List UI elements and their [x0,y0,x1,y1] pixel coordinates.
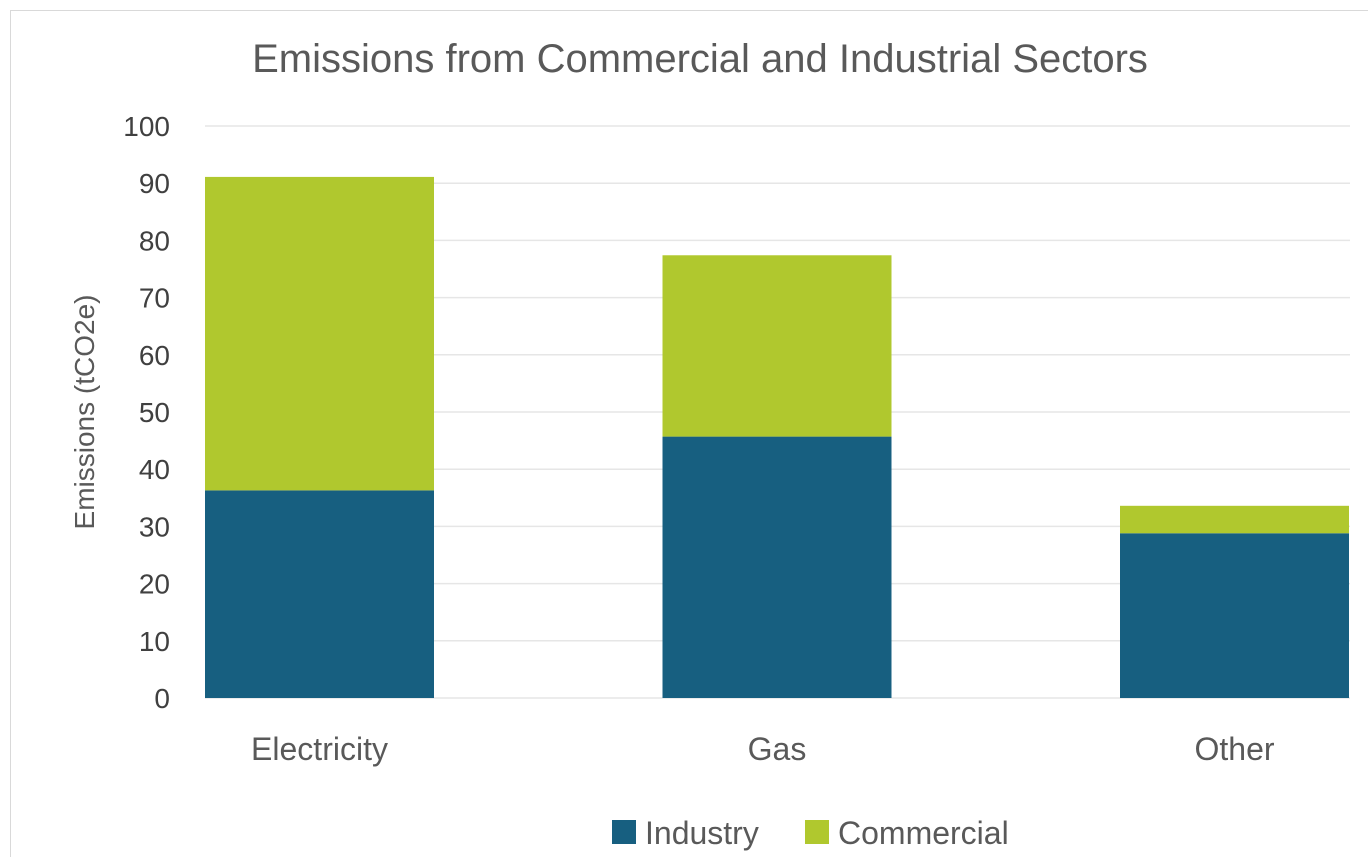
bar-industry-electricity [205,490,434,698]
y-tick-label: 0 [154,683,170,714]
y-tick-label: 70 [139,283,170,314]
y-axis-tick-labels: 0 10 20 30 40 50 60 70 80 90 100 [123,111,170,714]
y-tick-label: 30 [139,511,170,542]
x-category-label: Electricity [251,731,388,767]
y-tick-label: 60 [139,340,170,371]
chart-frame [10,10,1368,857]
legend-label-industry: Industry [645,815,759,851]
bar-commercial-gas [662,255,892,437]
y-tick-label: 40 [139,454,170,485]
x-category-label: Gas [748,731,807,767]
y-tick-label: 50 [139,397,170,428]
bar-industry-gas [662,436,892,698]
chart-title: Emissions from Commercial and Industrial… [252,37,1148,81]
bar-commercial-electricity [205,176,434,491]
bar-industry-other [1120,533,1349,698]
legend-label-commercial: Commercial [838,815,1009,851]
bars [205,176,1349,698]
bar-commercial-other [1120,505,1349,534]
legend-swatch-commercial [805,820,829,844]
legend-swatch-industry [612,820,636,844]
y-axis-title: Emissions (tCO2e) [69,295,100,530]
y-tick-label: 20 [139,569,170,600]
x-category-label: Other [1194,731,1274,767]
legend: Industry Commercial [612,815,1009,851]
y-tick-label: 90 [139,168,170,199]
y-tick-label: 100 [123,111,170,142]
y-tick-label: 80 [139,225,170,256]
y-tick-label: 10 [139,626,170,657]
x-axis-category-labels: Electricity Gas Other [251,731,1275,767]
